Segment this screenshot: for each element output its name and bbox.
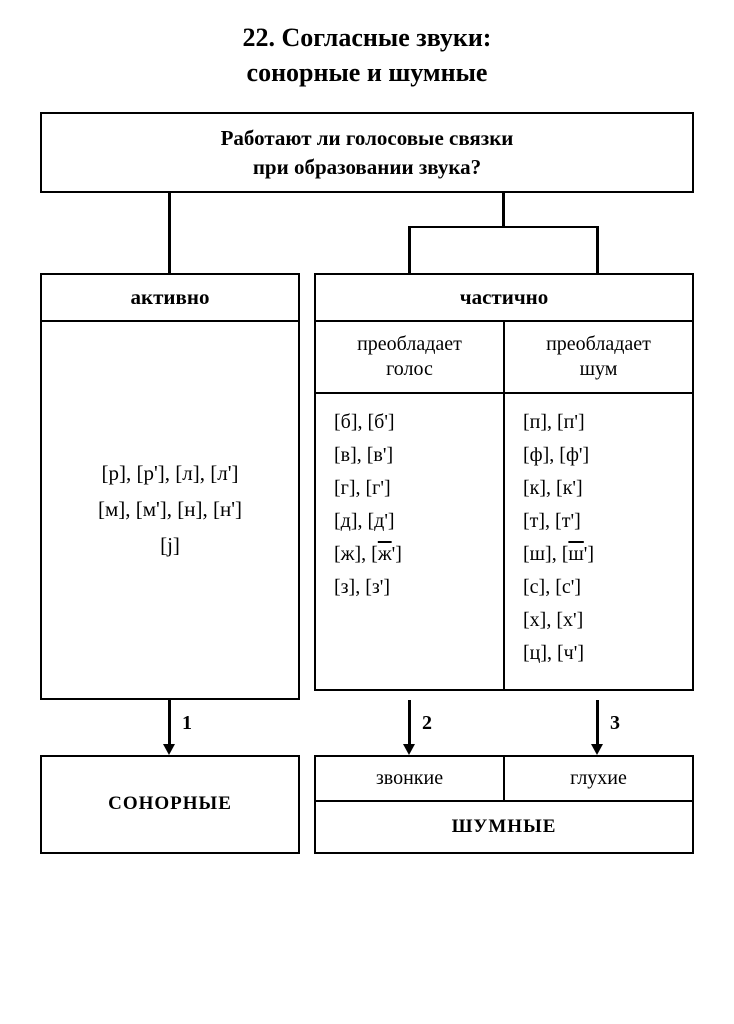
- subcol-voice-list: [б], [б'][в], [в'][г], [г'][д], [д'][ж],…: [316, 394, 503, 689]
- connector-top: [40, 193, 694, 273]
- left-sounds-row2: [м], [м'], [н], [н']: [98, 492, 242, 528]
- result-noisy-group: звонкие глухие ШУМНЫЕ: [314, 755, 694, 854]
- title-line-2: сонорные и шумные: [247, 58, 488, 87]
- page-title: 22. Согласные звуки: сонорные и шумные: [30, 20, 704, 90]
- subcol-noise-header: преобладает шум: [505, 322, 692, 394]
- left-sounds-row1: [р], [р'], [л], [л']: [102, 456, 239, 492]
- result-row: СОНОРНЫЕ звонкие глухие ШУМНЫЕ: [40, 755, 694, 854]
- subcol-noise: преобладает шум [п], [п'][ф], [ф'][к], […: [505, 322, 692, 689]
- left-sounds-row3: [j]: [160, 528, 180, 564]
- arrow-num-3: 3: [610, 712, 620, 735]
- result-sub-row: звонкие глухие: [316, 757, 692, 802]
- subcol-voice: преобладает голос [б], [б'][в], [в'][г],…: [316, 322, 505, 689]
- left-header: активно: [40, 273, 300, 320]
- right-header: частично: [314, 273, 694, 320]
- columns: активно [р], [р'], [л], [л'] [м], [м'], …: [40, 273, 694, 700]
- result-voiced: звонкие: [316, 757, 505, 800]
- arrow-num-2: 2: [422, 712, 432, 735]
- question-line-2: при образовании звука?: [253, 155, 481, 179]
- result-noisy: ШУМНЫЕ: [316, 802, 692, 852]
- question-box: Работают ли голосовые связки при образов…: [40, 112, 694, 193]
- arrow-num-1: 1: [182, 712, 192, 735]
- title-line-1: 22. Согласные звуки:: [243, 23, 492, 52]
- subcol-voice-header: преобладает голос: [316, 322, 503, 394]
- result-voiceless: глухие: [505, 757, 692, 800]
- arrow-row: 1 2 3: [40, 700, 694, 755]
- right-body: преобладает голос [б], [б'][в], [в'][г],…: [314, 320, 694, 691]
- result-sonorous: СОНОРНЫЕ: [40, 755, 300, 854]
- subcol-noise-list: [п], [п'][ф], [ф'][к], [к'][т], [т'][ш],…: [505, 394, 692, 689]
- left-column: активно [р], [р'], [л], [л'] [м], [м'], …: [40, 273, 300, 700]
- right-column: частично преобладает голос [б], [б'][в],…: [314, 273, 694, 700]
- question-line-1: Работают ли голосовые связки: [221, 126, 514, 150]
- left-body: [р], [р'], [л], [л'] [м], [м'], [н], [н'…: [40, 320, 300, 700]
